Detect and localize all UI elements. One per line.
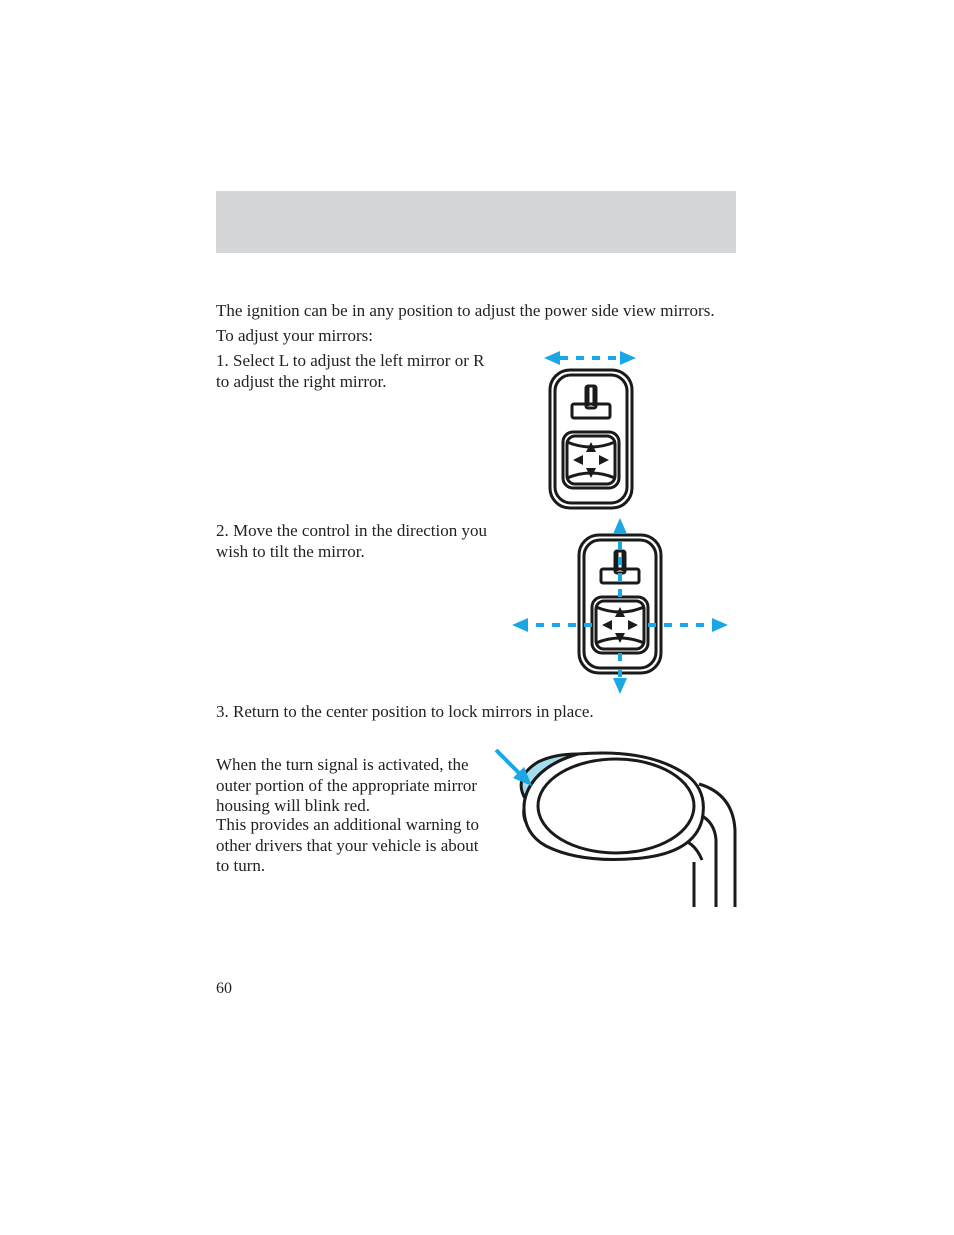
page-number: 60 xyxy=(216,980,232,998)
diagram-mirror-control-lr xyxy=(540,348,730,513)
document-page: The ignition can be in any position to a… xyxy=(0,0,954,1235)
paragraph-turn-1: When the turn signal is activated, the o… xyxy=(216,755,488,817)
diagram-side-mirror xyxy=(494,742,739,907)
paragraph-step-3: 3. Return to the center position to lock… xyxy=(216,702,736,723)
header-bar xyxy=(216,191,736,253)
paragraph-turn-2: This provides an additional warning to o… xyxy=(216,815,488,877)
paragraph-step-2: 2. Move the control in the direction you… xyxy=(216,521,488,562)
paragraph-intro-2: To adjust your mirrors: xyxy=(216,326,736,347)
paragraph-intro-1: The ignition can be in any position to a… xyxy=(216,301,736,322)
diagram-mirror-control-4way xyxy=(508,514,733,694)
paragraph-step-1: 1. Select L to adjust the left mirror or… xyxy=(216,351,488,392)
